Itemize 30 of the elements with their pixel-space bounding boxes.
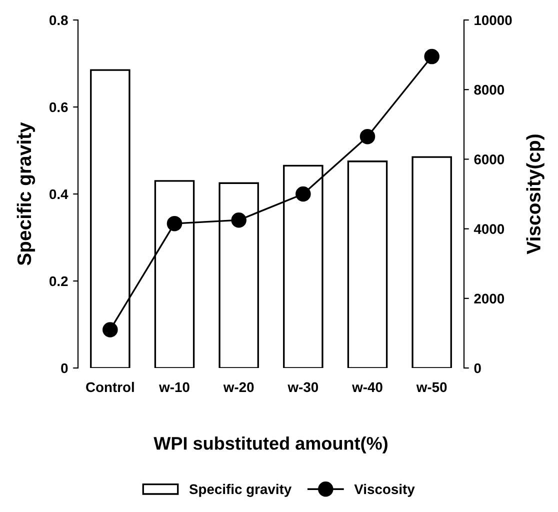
point xyxy=(102,322,118,338)
x-tick-label: w-20 xyxy=(223,382,254,392)
point xyxy=(231,212,246,228)
x-tick-label: w-40 xyxy=(352,382,382,392)
point xyxy=(424,48,440,64)
y2-tick-label: 8000 xyxy=(474,84,504,95)
bar xyxy=(347,160,388,368)
y-tick-label: 0.2 xyxy=(50,276,68,286)
y-tick-label: 0 xyxy=(61,363,68,374)
y-tick-label: 0.4 xyxy=(50,189,68,200)
legend-label: Viscosity xyxy=(354,484,415,497)
x-tick-label: Control xyxy=(86,382,134,392)
y2-axis-title: Viscosity(cp) xyxy=(526,134,544,254)
y-tick-label: 0.8 xyxy=(50,15,68,26)
y-axis-title: Specific gravity xyxy=(16,122,36,266)
y2-tick-label: 10000 xyxy=(474,15,512,26)
point xyxy=(360,128,376,144)
y-tick-label: 0.6 xyxy=(50,102,68,112)
legend-label: Specific gravity xyxy=(189,484,292,497)
x-tick-label: w-10 xyxy=(159,382,190,392)
x-axis-title: WPI substituted amount(%) xyxy=(154,436,388,454)
x-tick-label: w-50 xyxy=(416,382,447,392)
y2-tick-label: 6000 xyxy=(474,154,504,164)
x-tick-label: w-30 xyxy=(288,382,318,392)
y2-tick-label: 4000 xyxy=(474,224,504,234)
point xyxy=(296,186,311,202)
bar xyxy=(412,156,452,368)
point xyxy=(166,216,182,232)
y2-tick-label: 0 xyxy=(474,363,481,374)
y2-tick-label: 2000 xyxy=(474,294,504,304)
